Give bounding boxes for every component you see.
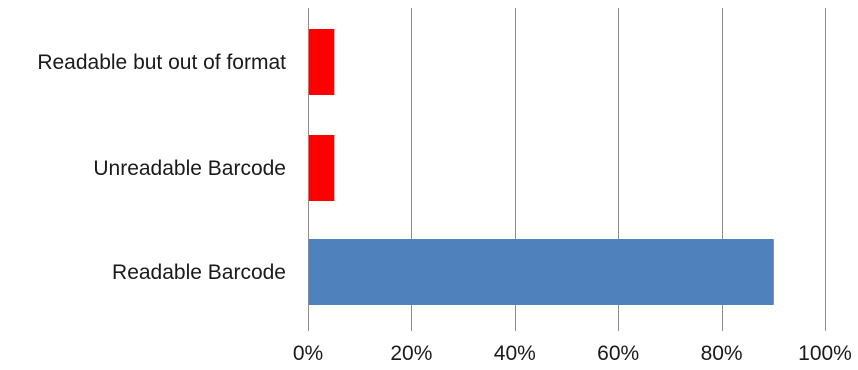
category-label-1: Unreadable Barcode — [93, 157, 286, 180]
tick-labels: 0% 20% 40% 60% 80% 100% — [293, 342, 852, 365]
bar-layer — [308, 29, 774, 305]
tick-label-2: 40% — [494, 342, 536, 365]
bar-2 — [308, 239, 774, 305]
tick-label-3: 60% — [597, 342, 639, 365]
category-labels: Readable but out of format Unreadable Bar… — [37, 51, 286, 284]
category-label-0: Readable but out of format — [37, 51, 286, 74]
tick-label-5: 100% — [798, 342, 852, 365]
tick-label-1: 20% — [390, 342, 432, 365]
bar-1 — [308, 135, 335, 201]
tick-label-4: 80% — [701, 342, 743, 365]
category-label-2: Readable Barcode — [112, 261, 286, 284]
tick-label-0: 0% — [293, 342, 323, 365]
bar-0 — [308, 29, 335, 95]
